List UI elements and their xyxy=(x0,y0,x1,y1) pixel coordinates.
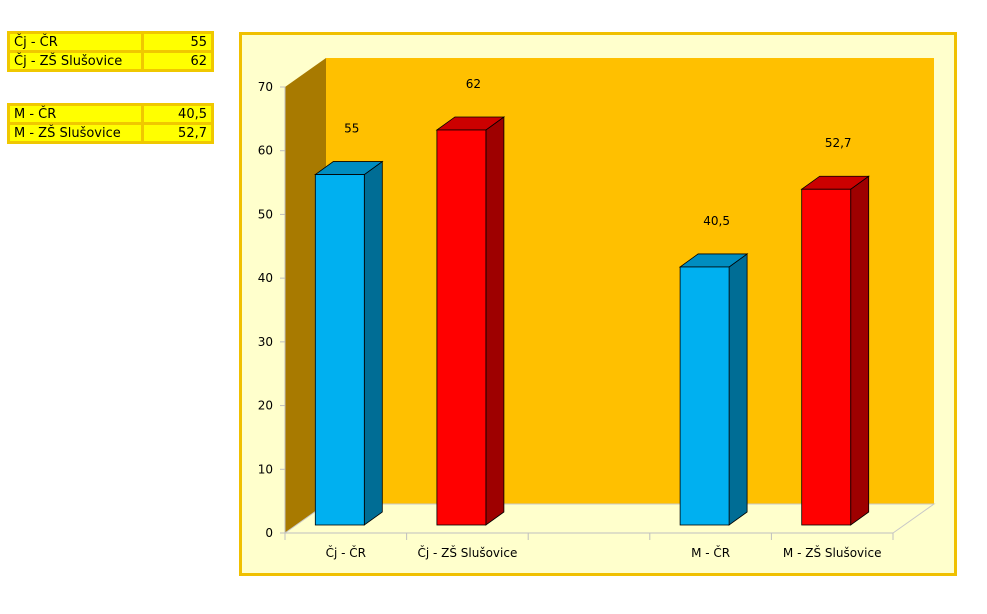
table-cell-label[interactable]: Čj - ČR xyxy=(7,31,144,53)
y-tick-label: 50 xyxy=(258,207,273,221)
data-label: 55 xyxy=(344,122,359,136)
bar-side[interactable] xyxy=(485,116,505,526)
bar-side[interactable] xyxy=(850,175,870,526)
table-cell-label[interactable]: Čj - ZŠ Slušovice xyxy=(7,50,144,72)
bar[interactable] xyxy=(679,266,730,526)
x-tick-label: M - ČR xyxy=(691,545,730,560)
y-tick-label: 70 xyxy=(258,80,273,94)
y-tick-label: 30 xyxy=(258,335,273,349)
table-cell-value[interactable]: 62 xyxy=(141,50,214,72)
data-label: 62 xyxy=(466,77,481,91)
data-label: 52,7 xyxy=(825,136,852,150)
y-tick-label: 60 xyxy=(258,144,273,158)
table-row: M - ČR 40,5 xyxy=(7,103,214,125)
bar[interactable] xyxy=(801,188,852,526)
x-tick-label: M - ZŠ Slušovice xyxy=(783,545,882,560)
table-cell-label[interactable]: M - ČR xyxy=(7,103,144,125)
table-cell-label[interactable]: M - ZŠ Slušovice xyxy=(7,122,144,144)
data-table-cj: Čj - ČR 55 Čj - ZŠ Slušovice 62 xyxy=(7,31,214,72)
bar[interactable] xyxy=(436,129,487,526)
chart-area[interactable]: 0 10 20 30 40 50 60 70 Čj - ČR Čj - ZŠ Slušovice M… xyxy=(239,32,957,576)
y-tick-label: 0 xyxy=(265,526,273,540)
x-tick-label: Čj - ČR xyxy=(326,545,366,560)
table-cell-value[interactable]: 55 xyxy=(141,31,214,53)
table-cell-value[interactable]: 52,7 xyxy=(141,122,214,144)
table-cell-value[interactable]: 40,5 xyxy=(141,103,214,125)
y-tick-label: 10 xyxy=(258,462,273,476)
table-row: M - ZŠ Slušovice 52,7 xyxy=(7,122,214,144)
bar[interactable] xyxy=(314,174,365,526)
y-tick-label: 20 xyxy=(258,399,273,413)
table-row: Čj - ZŠ Slušovice 62 xyxy=(7,50,214,72)
bar-side[interactable] xyxy=(728,253,748,526)
data-label: 40,5 xyxy=(703,214,730,228)
table-row: Čj - ČR 55 xyxy=(7,31,214,53)
x-tick-label: Čj - ZŠ Slušovice xyxy=(417,545,517,560)
bar-chart: 0 10 20 30 40 50 60 70 Čj - ČR Čj - ZŠ Slušovice M… xyxy=(258,58,936,560)
data-table-m: M - ČR 40,5 M - ZŠ Slušovice 52,7 xyxy=(7,103,214,144)
y-tick-label: 40 xyxy=(258,271,273,285)
bar-side[interactable] xyxy=(363,160,383,526)
